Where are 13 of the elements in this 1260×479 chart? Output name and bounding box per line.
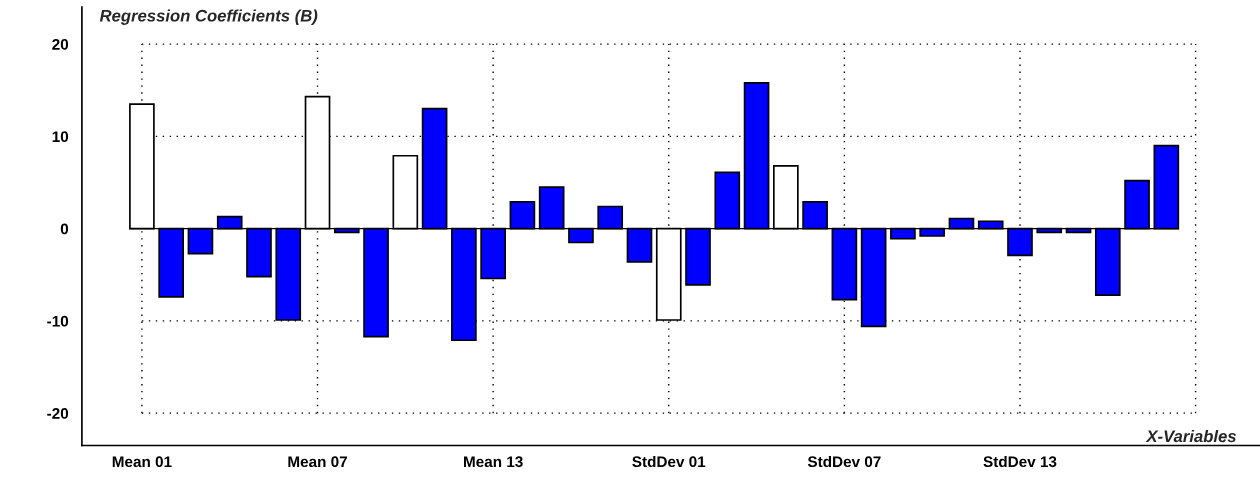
y-tick-label: 20	[52, 38, 69, 50]
chart-title: Regression Coefficients (B)	[99, 9, 318, 25]
y-tick-label: 10	[52, 131, 69, 143]
x-tick-label: StdDev 07	[807, 455, 881, 468]
y-tick-label: 0	[60, 223, 69, 235]
x-axis-title: X-Variables	[1145, 429, 1237, 443]
y-tick-label: -20	[47, 408, 69, 419]
x-tick-label: StdDev 13	[983, 455, 1057, 468]
x-tick-label: Mean 01	[112, 456, 172, 468]
y-tick-label: -10	[47, 315, 69, 327]
x-tick-label: Mean 13	[464, 456, 523, 468]
x-tick-label: StdDev 01	[632, 455, 706, 468]
x-tick-label: Mean 07	[288, 456, 347, 468]
